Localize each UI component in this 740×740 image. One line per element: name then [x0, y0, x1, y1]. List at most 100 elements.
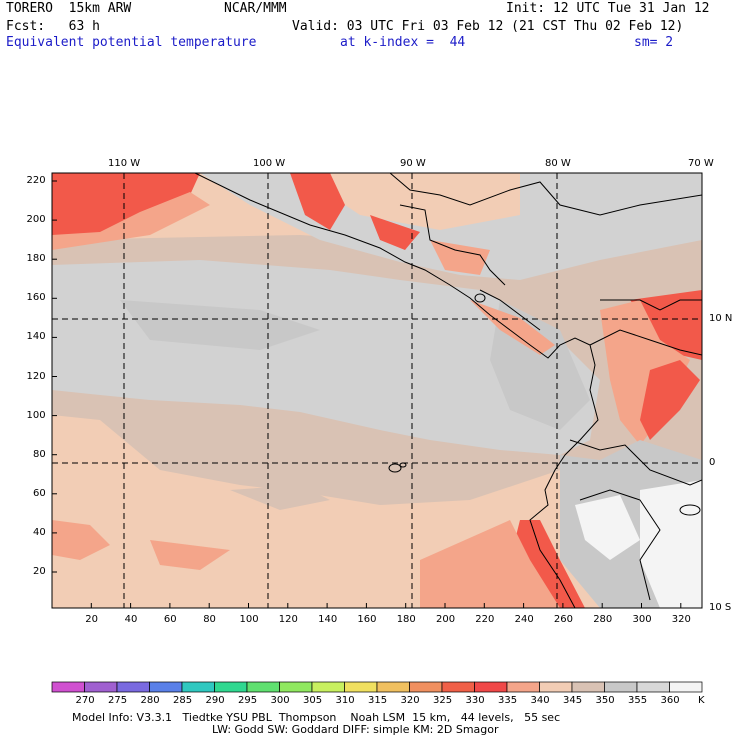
- lat-label-0: 0: [709, 457, 716, 468]
- legend-label: 300: [270, 695, 290, 706]
- legend-label: 280: [140, 695, 160, 706]
- legend-color-box: [149, 681, 183, 693]
- legend-label: 325: [433, 695, 453, 706]
- forecast-hour: Fcst: 63 h: [6, 19, 100, 34]
- legend-color-box: [409, 681, 443, 693]
- legend-label: 345: [563, 695, 583, 706]
- model-info-physics: LW: Godd SW: Goddard DIFF: simple KM: 2D…: [212, 723, 499, 736]
- legend-color-box: [506, 681, 540, 693]
- x-tick-label: 100: [239, 614, 259, 625]
- y-tick-label: 220: [26, 175, 46, 186]
- legend-label: 275: [108, 695, 128, 706]
- legend-color-box: [604, 681, 638, 693]
- lake-nicaragua: [474, 293, 486, 303]
- x-tick-label: 280: [593, 614, 613, 625]
- ca-border-1: [399, 204, 506, 286]
- legend-color-box: [116, 681, 150, 693]
- legend-unit: K: [698, 695, 705, 706]
- legend-color-box: [246, 681, 280, 693]
- model-name: TORERO 15km ARW: [6, 1, 132, 16]
- x-tick-label: 200: [436, 614, 456, 625]
- legend-label: 330: [465, 695, 485, 706]
- lat-label-10n: 10 N: [709, 313, 733, 324]
- ca-border-2: [479, 289, 541, 331]
- lon-label-90w: 90 W: [400, 158, 426, 169]
- red-andes-north: [640, 360, 700, 440]
- legend-color-box: [669, 681, 703, 693]
- legend-color-box: [636, 681, 670, 693]
- ecuador-peru-border: [569, 439, 702, 486]
- legend-label: 310: [335, 695, 355, 706]
- salmon-speck-2: [150, 540, 230, 570]
- legend-label: 320: [400, 695, 420, 706]
- legend-label: 335: [498, 695, 518, 706]
- x-tick-label: 140: [318, 614, 338, 625]
- salmon-nw: [52, 192, 210, 250]
- peru-brazil-border: [579, 489, 661, 601]
- legend-label: 360: [660, 695, 680, 706]
- x-tick-label: 180: [396, 614, 416, 625]
- x-tick-label: 60: [163, 614, 177, 625]
- y-tick-label: 80: [33, 448, 46, 460]
- field-name: Equivalent potential temperature: [6, 35, 257, 50]
- white-amazon: [640, 480, 702, 608]
- center-name: NCAR/MMM: [224, 1, 287, 16]
- lon-label-100w: 100 W: [253, 158, 286, 169]
- legend-color-box: [84, 681, 118, 693]
- salmon-colombia: [600, 300, 690, 445]
- y-tick-label: 140: [26, 331, 46, 343]
- legend-color-box: [344, 681, 378, 693]
- legend-color-box: [51, 681, 85, 693]
- x-tick-label: 160: [357, 614, 377, 625]
- red-nw: [52, 173, 200, 240]
- init-time: Init: 12 UTC Tue 31 Jan 12: [506, 1, 710, 16]
- legend-color-box: [311, 681, 345, 693]
- coastlines: [194, 173, 702, 608]
- lon-label-110w: 110 W: [108, 158, 141, 169]
- legend-label: 305: [303, 695, 323, 706]
- galapagos-island: [388, 463, 402, 473]
- model-info: Model Info: V3.3.1 Tiedtke YSU PBL Thomp…: [72, 711, 561, 724]
- legend-color-box: [214, 681, 248, 693]
- plot-frame: [51, 172, 703, 609]
- legend-label: 340: [530, 695, 550, 706]
- pacific-coastline: [194, 173, 599, 608]
- legend-label: 350: [595, 695, 615, 706]
- x-tick-label: 40: [124, 614, 138, 625]
- legend-label: 285: [173, 695, 193, 706]
- y-tick-label: 20: [33, 566, 46, 577]
- x-tick-label: 260: [553, 614, 573, 625]
- mexico-peach: [300, 173, 520, 230]
- gulf-coastline: [389, 173, 702, 216]
- graticule: [52, 173, 702, 608]
- y-tick-label: 40: [33, 526, 46, 538]
- x-tick-label: 20: [85, 614, 99, 625]
- legend-color-box: [279, 681, 313, 693]
- y-ticks: [52, 180, 57, 573]
- legend-color-box: [376, 681, 410, 693]
- red-guatemala: [370, 215, 420, 250]
- legend-color-box: [474, 681, 508, 693]
- y-tick-label: 160: [26, 292, 46, 304]
- legend-label: 295: [238, 695, 258, 706]
- salmon-honduras: [430, 240, 490, 275]
- legend-color-box: [181, 681, 215, 693]
- red-peru-coast: [515, 520, 585, 608]
- x-tick-label: 320: [671, 614, 691, 625]
- white-patch: [575, 495, 640, 560]
- caribbean-coastline: [600, 299, 702, 311]
- red-mexico-coast: [290, 173, 345, 230]
- y-tick-label: 60: [33, 487, 46, 499]
- lake-titicaca: [679, 504, 701, 516]
- legend-label: 355: [628, 695, 648, 706]
- x-tick-label: 300: [632, 614, 652, 625]
- x-tick-label: 220: [475, 614, 495, 625]
- legend-label: 290: [205, 695, 225, 706]
- lon-label-70w: 70 W: [688, 158, 714, 169]
- salmon-costarica: [470, 300, 555, 355]
- y-tick-label: 100: [26, 409, 46, 421]
- x-ticks: [90, 603, 682, 608]
- y-tick-label: 120: [26, 370, 46, 382]
- legend-color-box: [441, 681, 475, 693]
